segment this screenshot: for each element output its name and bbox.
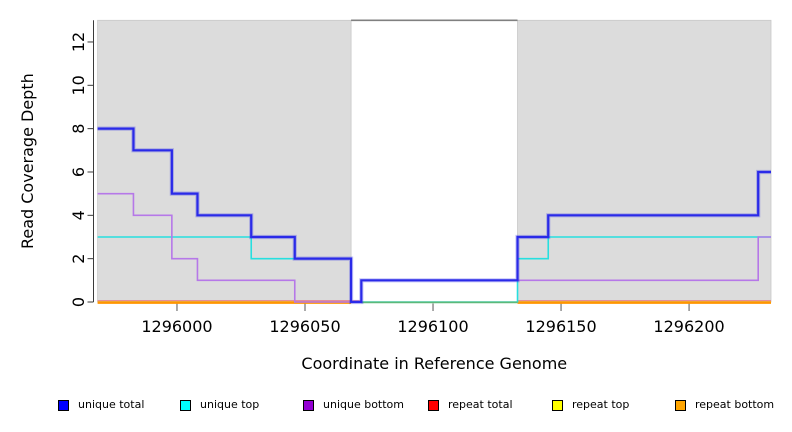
y-tick-label: 12 <box>69 32 88 52</box>
legend-label: unique total <box>78 398 145 411</box>
y-tick-label: 10 <box>69 75 88 95</box>
y-tick-label: 4 <box>69 210 88 220</box>
legend-swatch-repeat-total <box>428 399 439 411</box>
y-axis: 0 2 4 6 8 10 12 <box>69 20 94 307</box>
x-axis-label: Coordinate in Reference Genome <box>301 354 567 373</box>
x-tick-label: 1296200 <box>653 317 724 336</box>
legend-item-repeat-top: repeat top <box>552 397 629 413</box>
y-tick-label: 0 <box>69 297 88 307</box>
legend-swatch-repeat-bottom <box>675 399 686 411</box>
legend-item-unique-bottom: unique bottom <box>303 397 404 413</box>
y-tick-label: 2 <box>69 254 88 264</box>
x-tick-label: 1296000 <box>141 317 212 336</box>
x-axis: 1296000 1296050 1296100 1296150 1296200 <box>141 303 725 336</box>
series-unique-bottom <box>97 192 771 303</box>
legend-label: unique bottom <box>323 398 405 411</box>
legend-item-repeat-total: repeat total <box>428 397 513 413</box>
legend-swatch-unique-top <box>180 399 191 411</box>
legend-label: repeat top <box>572 398 630 411</box>
y-axis-label: Read Coverage Depth <box>18 73 37 249</box>
legend-swatch-unique-bottom <box>303 399 314 411</box>
legend-swatch-unique-total <box>58 399 69 411</box>
legend-label: repeat total <box>448 398 513 411</box>
x-tick-label: 1296100 <box>397 317 468 336</box>
x-tick-label: 1296150 <box>525 317 596 336</box>
legend-item-repeat-bottom: repeat bottom <box>675 397 774 413</box>
legend-label: unique top <box>200 398 260 411</box>
y-tick-label: 6 <box>69 167 88 177</box>
plot-legend: unique total unique top unique bottom repea… <box>0 397 792 415</box>
legend-label: repeat bottom <box>695 398 775 411</box>
legend-swatch-repeat-top <box>552 399 563 411</box>
right-shaded-region <box>517 19 772 303</box>
series-unique-total <box>97 127 771 304</box>
y-tick-label: 8 <box>69 124 88 134</box>
left-shaded-region <box>97 19 352 303</box>
x-tick-label: 1296050 <box>269 317 340 336</box>
legend-item-unique-top: unique top <box>180 397 259 413</box>
shaded-regions <box>97 19 772 303</box>
legend-item-unique-total: unique total <box>58 397 144 413</box>
